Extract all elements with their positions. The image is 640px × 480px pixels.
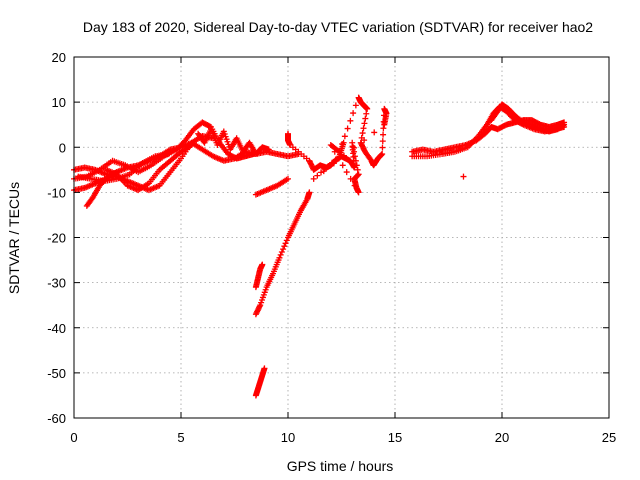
x-axis-label: GPS time / hours [287, 458, 394, 474]
data-point-scatter-10 [360, 130, 366, 136]
data-point-scatter-10 [345, 126, 351, 132]
y-axis-label: SDTVAR / TECUs [6, 182, 22, 294]
x-tick-labels: 0 5 10 15 20 25 [70, 430, 616, 445]
y-tick-label: 20 [52, 50, 66, 65]
data-point-scatter-10 [361, 120, 367, 126]
data-point-scatter-10 [380, 138, 386, 144]
sdtvar-scatter-chart: Day 183 of 2020, Sidereal Day-to-day VTE… [0, 0, 640, 480]
grid [74, 57, 609, 418]
x-tick-label: 0 [70, 430, 77, 445]
data-point-outlier [460, 174, 466, 180]
x-tick-label: 5 [177, 430, 184, 445]
y-tick-label: 10 [52, 95, 66, 110]
y-tick-label: -30 [47, 276, 66, 291]
data-point-scatter-10 [350, 110, 356, 116]
y-tick-label: -10 [47, 185, 66, 200]
data-point-scatter-10 [380, 125, 386, 131]
y-tick-labels: -60 -50 -40 -30 -20 -10 0 10 20 [47, 50, 66, 426]
data-point-dip-a [283, 240, 289, 246]
data-point-scatter-10 [362, 116, 368, 122]
chart-title: Day 183 of 2020, Sidereal Day-to-day VTE… [83, 19, 593, 35]
x-tick-label: 10 [281, 430, 295, 445]
x-tick-label: 20 [495, 430, 509, 445]
y-tick-label: -50 [47, 366, 66, 381]
data-point-scatter-10 [349, 140, 355, 146]
data-point-scatter-10 [353, 102, 359, 108]
x-tick-label: 15 [388, 430, 402, 445]
x-tick-label: 25 [602, 430, 616, 445]
data-point-scatter-10 [311, 176, 317, 182]
data-point-dip-a [281, 243, 287, 249]
y-tick-label: 0 [59, 140, 66, 155]
data-point-scatter-10 [344, 169, 350, 175]
y-tick-label: -60 [47, 411, 66, 426]
data-point-scatter-10 [379, 145, 385, 151]
y-tick-label: -20 [47, 231, 66, 246]
data-point-scatter-10 [363, 111, 369, 117]
data-point-scatter-10 [314, 173, 320, 179]
data-point-scatter-10 [347, 118, 353, 124]
data-point-scatter-10 [318, 169, 324, 175]
data-point-scatter-10 [380, 132, 386, 138]
data-points [71, 95, 567, 399]
data-point-scatter-10 [342, 133, 348, 139]
data-point-dip-a [279, 249, 285, 255]
data-point-dip-a [278, 252, 284, 258]
data-point-scatter-10 [340, 162, 346, 168]
data-point-dip-a [280, 246, 286, 252]
data-point-scatter-10 [371, 129, 377, 135]
data-point-scatter-10 [361, 125, 367, 131]
y-tick-label: -40 [47, 321, 66, 336]
